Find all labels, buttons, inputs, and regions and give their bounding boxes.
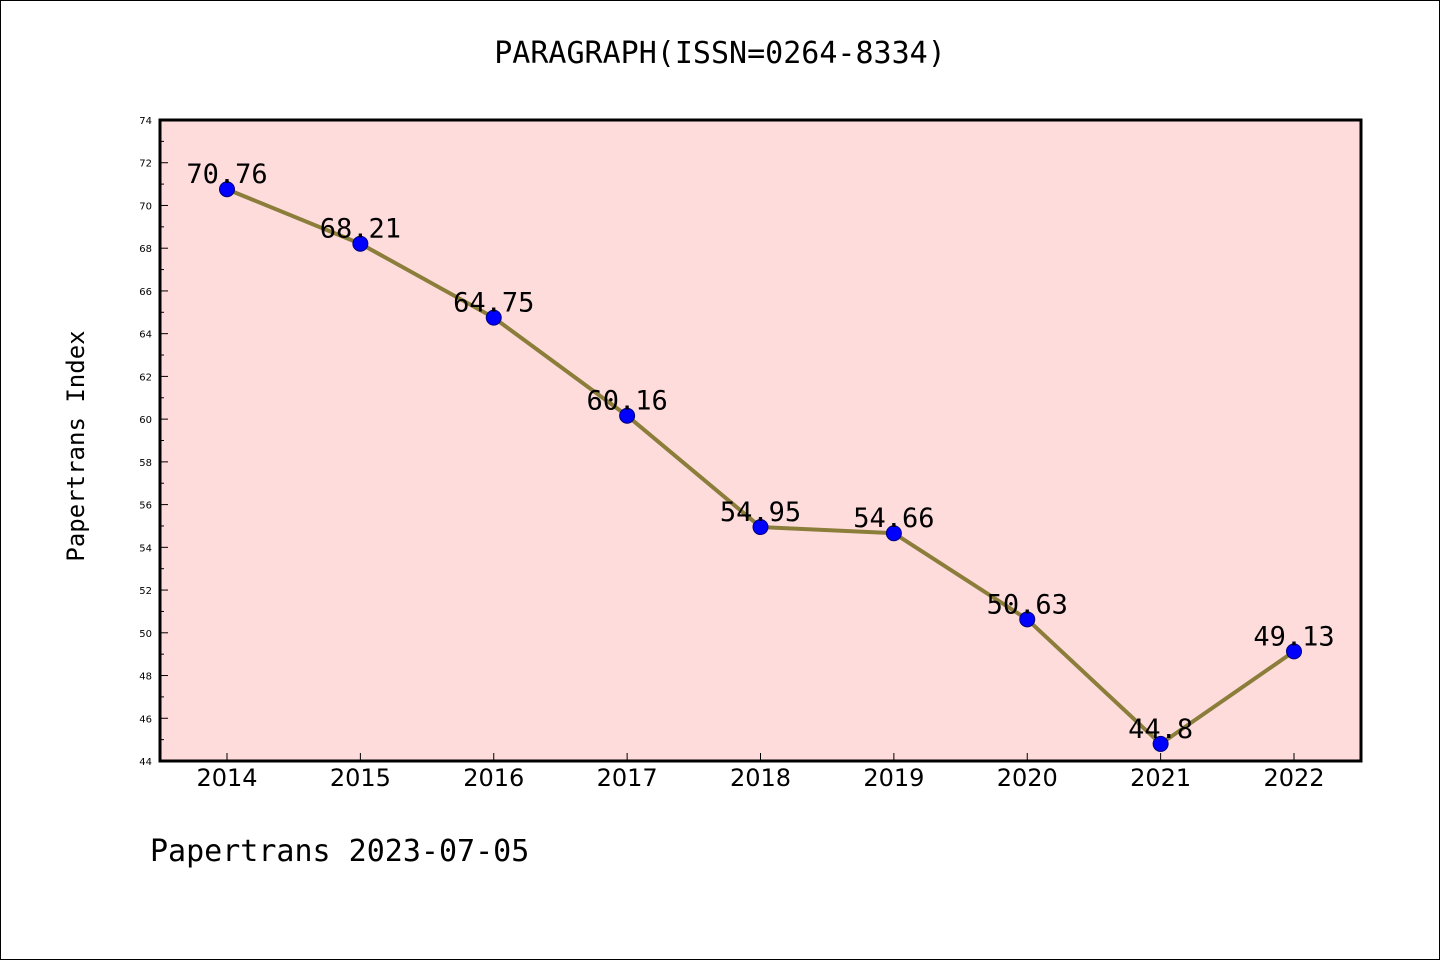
y-tick-label: 66: [139, 287, 152, 298]
data-label: 54.66: [853, 503, 934, 534]
y-axis: 44 46 48 50 52 54 56 58 60 62 64 66 68 70 72 74: [139, 116, 168, 768]
y-tick-label: 52: [139, 586, 152, 597]
data-point: [352, 235, 369, 252]
data-point: [619, 407, 636, 424]
y-tick-label: 62: [139, 372, 152, 383]
y-tick-label: 50: [139, 629, 152, 640]
series-group: 70.76 68.21 64.75 60.16 54.95 54.66 50.63 44.8 4…: [186, 159, 1335, 752]
data-label: 54.95: [720, 497, 801, 528]
y-tick-label: 68: [139, 244, 152, 255]
x-tick-label: 2021: [1130, 764, 1191, 792]
x-tick-label: 2022: [1263, 764, 1324, 792]
x-tick-label: 2018: [730, 764, 791, 792]
data-label: 64.75: [453, 288, 534, 319]
x-tick-label: 2020: [997, 764, 1058, 792]
data-point: [752, 519, 769, 536]
data-point: [485, 309, 502, 326]
data-point: [1286, 643, 1302, 660]
data-label: 44.8: [1128, 714, 1193, 745]
x-axis: 2014 2015 2016 2017 2018 2019 2020 2021 2022: [196, 753, 1325, 792]
data-point: [219, 181, 235, 198]
data-label: 68.21: [320, 214, 401, 245]
x-tick-label: 2019: [863, 764, 924, 792]
y-tick-label: 48: [139, 672, 152, 683]
y-tick-label: 60: [139, 415, 152, 426]
y-tick-label: 44: [139, 757, 152, 768]
y-tick-label: 64: [139, 330, 152, 341]
y-tick-label: 54: [139, 543, 152, 554]
chart-title: PARAGRAPH(ISSN=0264-8334): [494, 36, 946, 71]
y-tick-label: 74: [139, 116, 152, 127]
y-tick-label: 56: [139, 501, 152, 512]
plot-area: [160, 120, 1361, 761]
data-label: 70.76: [186, 159, 267, 190]
x-tick-label: 2017: [597, 764, 658, 792]
data-point: [1152, 735, 1169, 752]
data-label: 50.63: [987, 589, 1068, 620]
x-tick-label: 2015: [330, 764, 391, 792]
footer-text: Papertrans 2023-07-05: [150, 834, 530, 869]
data-label: 60.16: [586, 386, 667, 417]
y-tick-label: 46: [139, 714, 152, 725]
x-tick-label: 2016: [463, 764, 524, 792]
y-tick-label: 70: [139, 201, 152, 212]
plot-border: [158, 118, 1363, 763]
x-tick-label: 2014: [196, 764, 257, 792]
y-tick-label: 58: [139, 458, 152, 469]
data-label: 49.13: [1253, 621, 1334, 652]
y-tick-label: 72: [139, 159, 152, 170]
data-point: [885, 525, 902, 542]
data-point: [1019, 611, 1036, 628]
